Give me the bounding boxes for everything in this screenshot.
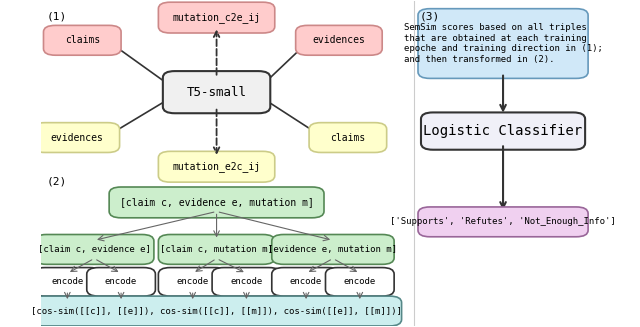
Text: ['Supports', 'Refutes', 'Not_Enough_Info']: ['Supports', 'Refutes', 'Not_Enough_Info… bbox=[390, 217, 616, 226]
FancyBboxPatch shape bbox=[158, 267, 227, 296]
FancyBboxPatch shape bbox=[418, 9, 588, 78]
Text: claims: claims bbox=[65, 35, 100, 45]
FancyBboxPatch shape bbox=[272, 234, 394, 264]
FancyBboxPatch shape bbox=[418, 207, 588, 237]
Text: [claim c, evidence e, mutation m]: [claim c, evidence e, mutation m] bbox=[120, 198, 314, 207]
Text: encode: encode bbox=[230, 277, 262, 286]
Text: evidences: evidences bbox=[312, 35, 365, 45]
FancyBboxPatch shape bbox=[31, 296, 401, 326]
Text: (3): (3) bbox=[419, 11, 440, 21]
Text: claims: claims bbox=[330, 132, 365, 143]
FancyBboxPatch shape bbox=[212, 267, 281, 296]
Text: encode: encode bbox=[51, 277, 83, 286]
Text: [evidence e, mutation m]: [evidence e, mutation m] bbox=[268, 245, 397, 254]
Text: encode: encode bbox=[105, 277, 137, 286]
FancyBboxPatch shape bbox=[33, 123, 120, 152]
FancyBboxPatch shape bbox=[87, 267, 156, 296]
Text: T5-small: T5-small bbox=[187, 86, 246, 99]
FancyBboxPatch shape bbox=[296, 26, 382, 55]
Text: [claim c, mutation m]: [claim c, mutation m] bbox=[160, 245, 273, 254]
FancyBboxPatch shape bbox=[163, 71, 270, 113]
FancyBboxPatch shape bbox=[272, 267, 340, 296]
FancyBboxPatch shape bbox=[158, 234, 275, 264]
Text: encode: encode bbox=[177, 277, 209, 286]
FancyBboxPatch shape bbox=[309, 123, 387, 152]
Text: SemSim scores based on all triples
that are obtained at each training
epoche and: SemSim scores based on all triples that … bbox=[404, 24, 602, 64]
Text: (1): (1) bbox=[47, 11, 67, 21]
FancyBboxPatch shape bbox=[44, 26, 121, 55]
FancyBboxPatch shape bbox=[35, 234, 154, 264]
FancyBboxPatch shape bbox=[326, 267, 394, 296]
FancyBboxPatch shape bbox=[158, 151, 275, 182]
Text: [claim c, evidence e]: [claim c, evidence e] bbox=[38, 245, 150, 254]
Text: Logistic Classifier: Logistic Classifier bbox=[424, 124, 582, 138]
Text: mutation_c2e_ij: mutation_c2e_ij bbox=[173, 12, 260, 23]
Text: evidences: evidences bbox=[50, 132, 103, 143]
Text: mutation_e2c_ij: mutation_e2c_ij bbox=[173, 161, 260, 172]
FancyBboxPatch shape bbox=[33, 267, 102, 296]
Text: encode: encode bbox=[344, 277, 376, 286]
FancyBboxPatch shape bbox=[158, 2, 275, 33]
Text: [cos-sim([[c]], [[e]]), cos-sim([[c]], [[m]]), cos-sim([[e]], [[m]])]: [cos-sim([[c]], [[e]]), cos-sim([[c]], [… bbox=[31, 306, 402, 316]
FancyBboxPatch shape bbox=[421, 112, 585, 150]
FancyBboxPatch shape bbox=[109, 187, 324, 218]
Text: encode: encode bbox=[290, 277, 322, 286]
Text: (2): (2) bbox=[47, 177, 67, 186]
